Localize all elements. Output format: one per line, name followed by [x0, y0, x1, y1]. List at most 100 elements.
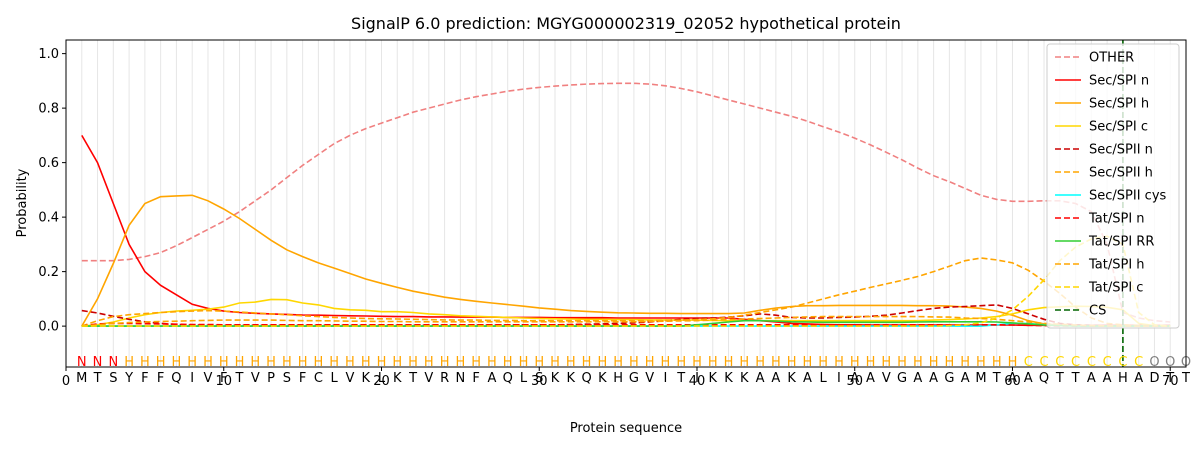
- region-label: H: [739, 355, 749, 370]
- sequence-residue: N: [455, 371, 465, 386]
- sequence-residue: T: [676, 371, 685, 386]
- series-line-9: [81, 315, 1171, 327]
- sequence-residue: A: [1103, 371, 1112, 386]
- region-label: H: [534, 355, 544, 370]
- region-label: H: [519, 355, 529, 370]
- series-line-0: [81, 82, 1171, 323]
- region-label: H: [992, 355, 1002, 370]
- sequence-residue: A: [756, 371, 765, 386]
- region-label: H: [345, 355, 355, 370]
- sequence-residue: V: [345, 371, 354, 386]
- x-tick-label: 50: [846, 374, 863, 389]
- region-label: H: [929, 355, 939, 370]
- sequence-residue: Q: [1039, 371, 1049, 386]
- y-axis-label: Probability: [15, 168, 30, 237]
- sequence-residue: A: [850, 371, 859, 386]
- sequence-residue: A: [913, 371, 922, 386]
- sequence-residue: F: [157, 371, 164, 386]
- sequence-residue: G: [629, 371, 639, 386]
- region-label: C: [1055, 355, 1064, 370]
- sequence-residue: I: [695, 371, 699, 386]
- sequence-residue: A: [803, 371, 812, 386]
- sequence-residue: K: [724, 371, 733, 386]
- region-label: O: [1165, 355, 1175, 370]
- region-label: H: [803, 355, 813, 370]
- legend-label: Tat/SPI n: [1088, 212, 1145, 227]
- sequence-residue: Q: [581, 371, 591, 386]
- region-label: H: [424, 355, 434, 370]
- sequence-residue: F: [299, 371, 306, 386]
- sequence-residue: T: [992, 371, 1001, 386]
- region-label: H: [408, 355, 418, 370]
- region-label: H: [219, 355, 229, 370]
- sequence-residue: V: [251, 371, 260, 386]
- region-label: H: [755, 355, 765, 370]
- region-label: H: [503, 355, 513, 370]
- region-label: H: [550, 355, 560, 370]
- region-label: C: [1024, 355, 1033, 370]
- region-label: H: [787, 355, 797, 370]
- region-label: C: [1118, 355, 1127, 370]
- region-label: N: [93, 355, 103, 370]
- sequence-residue: R: [440, 371, 449, 386]
- region-label: H: [471, 355, 481, 370]
- sequence-residue: V: [424, 371, 433, 386]
- region-label: H: [392, 355, 402, 370]
- region-label: H: [203, 355, 213, 370]
- region-label: H: [976, 355, 986, 370]
- sequence-residue: K: [598, 371, 607, 386]
- region-label: H: [187, 355, 197, 370]
- sequence-residue: L: [520, 371, 528, 386]
- sequence-residue: T: [1181, 371, 1190, 386]
- region-label: H: [455, 355, 465, 370]
- sequence-residue: A: [771, 371, 780, 386]
- plot-frame: [65, 39, 1187, 368]
- sequence-residue: L: [820, 371, 828, 386]
- sequence-residue: T: [1071, 371, 1080, 386]
- sequence-residue: A: [1087, 371, 1096, 386]
- sequence-residue: T: [93, 371, 102, 386]
- region-label: H: [818, 355, 828, 370]
- region-label: H: [913, 355, 923, 370]
- region-label: H: [834, 355, 844, 370]
- region-label: H: [613, 355, 623, 370]
- sequence-residue: A: [1008, 371, 1017, 386]
- region-label: H: [1008, 355, 1018, 370]
- region-label: O: [1149, 355, 1159, 370]
- x-tick-label: 70: [1162, 374, 1179, 389]
- region-label: H: [235, 355, 245, 370]
- sequence-residue: M: [76, 371, 87, 386]
- y-tick-label: 0.8: [38, 102, 59, 117]
- region-label: C: [1039, 355, 1048, 370]
- sequence-residue: G: [897, 371, 907, 386]
- region-label: H: [692, 355, 702, 370]
- legend-label: Sec/SPI n: [1089, 74, 1149, 89]
- legend-label: CS: [1089, 304, 1106, 319]
- region-label: H: [944, 355, 954, 370]
- region-label: H: [866, 355, 876, 370]
- region-label: C: [1103, 355, 1112, 370]
- x-tick-label: 10: [215, 374, 232, 389]
- sequence-residue: Y: [124, 371, 133, 386]
- sequence-residue: Q: [171, 371, 181, 386]
- region-label: H: [881, 355, 891, 370]
- sequence-residue: H: [613, 371, 623, 386]
- sequence-residue: A: [929, 371, 938, 386]
- series-line-2: [81, 194, 1171, 327]
- sequence-residue: K: [708, 371, 717, 386]
- sequence-residue: K: [567, 371, 576, 386]
- series-line-1: [81, 135, 1171, 327]
- sequence-residue: T: [1055, 371, 1064, 386]
- sequence-residue: F: [472, 371, 479, 386]
- legend-label: OTHER: [1089, 51, 1134, 66]
- legend-label: Sec/SPII cys: [1089, 189, 1167, 204]
- region-label: H: [487, 355, 497, 370]
- x-tick-label: 40: [689, 374, 706, 389]
- sequence-residue: M: [975, 371, 986, 386]
- sequence-residue: Q: [503, 371, 513, 386]
- region-label: H: [582, 355, 592, 370]
- x-tick-label: 30: [531, 374, 548, 389]
- sequence-residue: F: [141, 371, 148, 386]
- region-label: H: [266, 355, 276, 370]
